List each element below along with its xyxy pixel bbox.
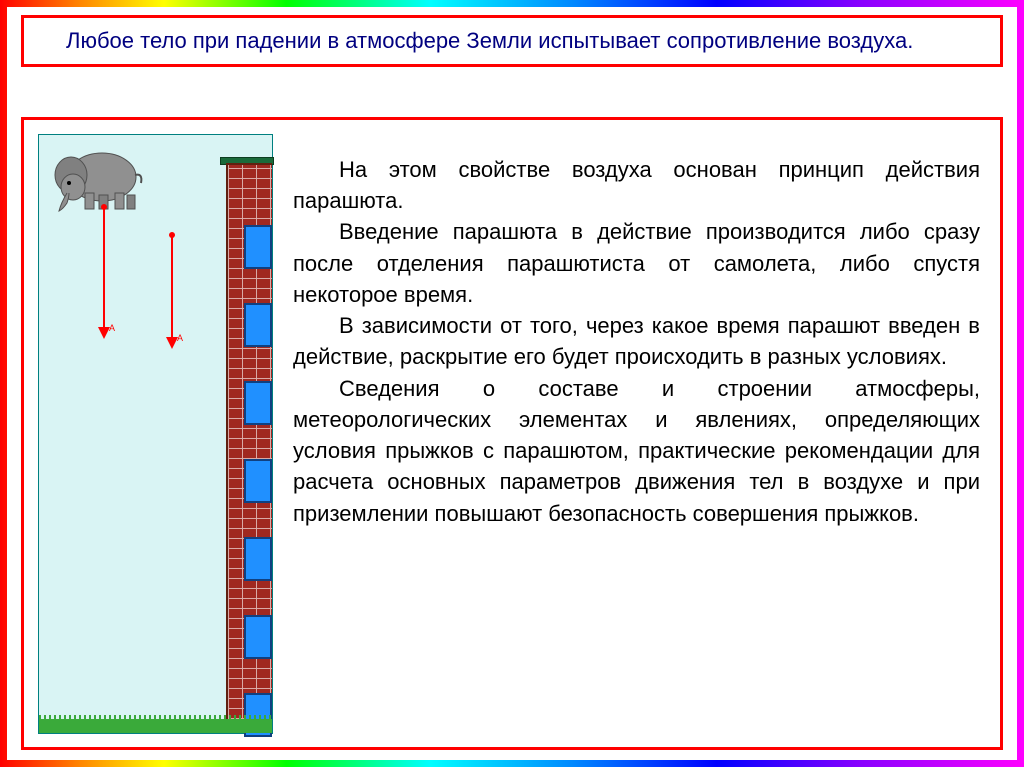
arrow-label: A: [109, 323, 115, 333]
force-arrow: A: [171, 235, 173, 347]
building-window: [244, 459, 272, 503]
building-window: [244, 381, 272, 425]
paragraph: В зависимости от того, через какое время…: [293, 310, 980, 372]
header-box: Любое тело при падении в атмосфере Земли…: [21, 15, 1003, 67]
building-window: [244, 225, 272, 269]
paragraph: Сведения о составе и строении атмосферы,…: [293, 373, 980, 529]
paragraph: Введение парашюта в действие производитс…: [293, 216, 980, 310]
body-text: На этом свойстве воздуха основан принцип…: [293, 134, 986, 733]
rainbow-border: Любое тело при падении в атмосфере Земли…: [0, 0, 1024, 767]
main-box: AA На этом свойстве воздуха основан прин…: [21, 117, 1003, 750]
illustration-panel: AA: [38, 134, 273, 734]
paragraph: На этом свойстве воздуха основан принцип…: [293, 154, 980, 216]
building-window: [244, 303, 272, 347]
building-window: [244, 615, 272, 659]
force-arrow: A: [103, 207, 105, 337]
building: [226, 163, 272, 719]
header-text: Любое тело при падении в атмосфере Земли…: [34, 26, 990, 56]
arrow-origin-dot: [101, 204, 107, 210]
grass: [39, 719, 272, 733]
building-window: [244, 537, 272, 581]
elephant-icon: [47, 145, 147, 215]
arrow-origin-dot: [169, 232, 175, 238]
arrow-label: A: [177, 333, 183, 343]
slide-content: Любое тело при падении в атмосфере Земли…: [7, 7, 1017, 760]
